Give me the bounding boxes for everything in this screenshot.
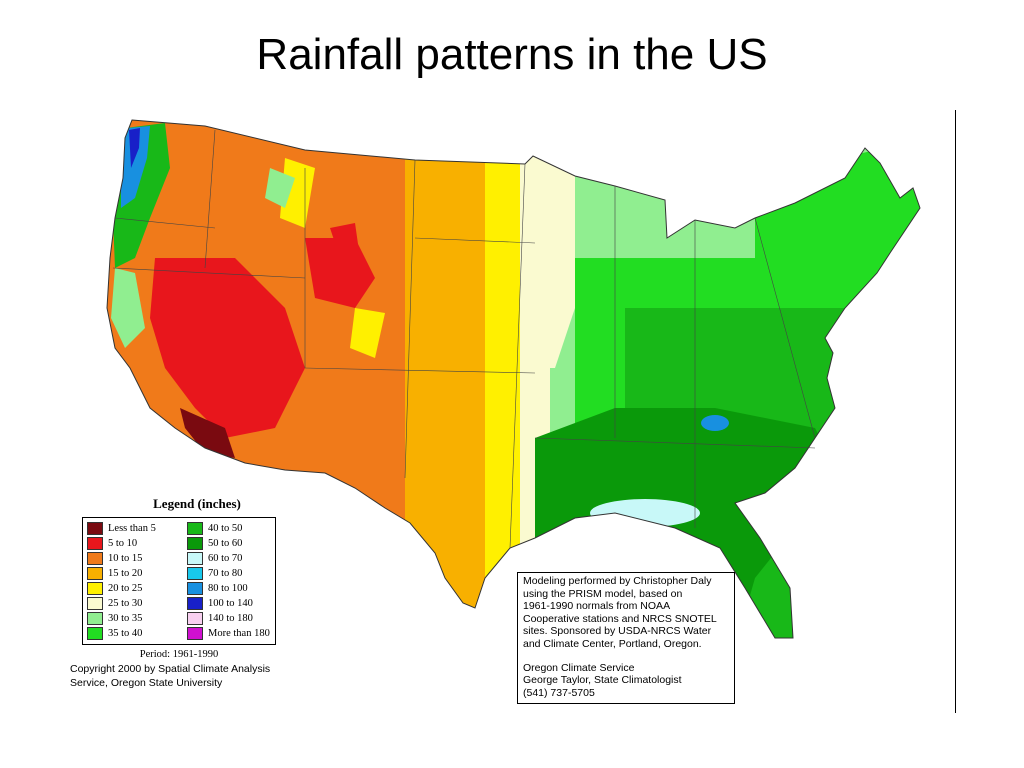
slide-divider — [955, 110, 956, 713]
legend-item: 140 to 180 — [187, 611, 297, 626]
zone-gulf-coast — [590, 499, 700, 527]
boundary-co-ks — [304, 367, 536, 374]
legend-label: 10 to 15 — [108, 553, 143, 564]
legend-swatch — [187, 597, 203, 610]
boundary-id-mt — [204, 129, 216, 269]
boundary-or-wa — [114, 217, 216, 229]
legend-title: Legend (inches) — [153, 496, 241, 511]
copyright-line-2: Service, Oregon State University — [70, 677, 223, 689]
legend-label: 15 to 20 — [108, 568, 143, 579]
legend-swatch — [187, 522, 203, 535]
legend-swatch — [187, 537, 203, 550]
legend-item: Less than 5 — [87, 521, 181, 536]
legend-item: 30 to 35 — [87, 611, 181, 626]
legend-label: 25 to 30 — [108, 598, 143, 609]
zone-mojave-dry — [180, 408, 235, 458]
credit-line: Cooperative stations and NRCS SNOTEL — [523, 612, 717, 625]
credit-line: Modeling performed by Christopher Daly — [523, 575, 712, 587]
boundary-southern-states — [534, 437, 816, 449]
copyright-line-1: Copyright 2000 by Spatial Climate Analys… — [70, 663, 271, 675]
legend-swatch — [87, 582, 103, 595]
legend-label: 140 to 180 — [208, 613, 253, 624]
legend-item: 25 to 30 — [87, 596, 181, 611]
legend-swatch — [87, 597, 103, 610]
legend-label: 30 to 35 — [108, 613, 143, 624]
legend-item: 70 to 80 — [187, 566, 297, 581]
legend-swatch — [187, 627, 203, 640]
legend-item: 15 to 20 — [87, 566, 181, 581]
legend-item: More than 180 — [187, 626, 297, 641]
legend-swatch — [87, 522, 103, 535]
legend-label: 5 to 10 — [108, 538, 138, 549]
legend-label: 35 to 40 — [108, 628, 143, 639]
legend-label: 100 to 140 — [208, 598, 253, 609]
zone-olympic-wet — [121, 126, 150, 208]
zone-great-basin — [150, 258, 305, 438]
copyright: Copyright 2000 by Spatial Climate Analys… — [70, 662, 270, 690]
legend-swatch — [187, 567, 203, 580]
legend-swatch — [187, 612, 203, 625]
legend-swatch — [87, 537, 103, 550]
credit-org-line: George Taylor, State Climatologist — [523, 674, 682, 687]
zone-bighorn-basin — [330, 223, 360, 258]
legend-swatch — [87, 627, 103, 640]
legend-item: 60 to 70 — [187, 551, 297, 566]
slide-title: Rainfall patterns in the US — [256, 30, 768, 79]
zone-norcal-coast — [111, 268, 145, 348]
credit-line: sites. Sponsored by USDA-NRCS Water — [523, 625, 712, 638]
zone-colorado-rockies — [350, 308, 385, 358]
legend-item: 80 to 100 — [187, 581, 297, 596]
legend-swatch — [87, 612, 103, 625]
zone-midwest-pale — [525, 158, 575, 368]
credit-line: 1961-1990 normals from NOAA — [523, 600, 671, 613]
legend-swatch — [187, 552, 203, 565]
legend-label: 50 to 60 — [208, 538, 243, 549]
legend-label: 20 to 25 — [108, 583, 143, 594]
legend-period: Period: 1961-1990 — [139, 649, 219, 660]
credit-org-line: Oregon Climate Service — [523, 661, 635, 674]
legend-label: 40 to 50 — [208, 523, 243, 534]
zone-northeast — [755, 148, 920, 308]
legend-swatch — [187, 582, 203, 595]
legend-label: Less than 5 — [108, 523, 156, 534]
legend-item: 5 to 10 — [87, 536, 181, 551]
boundary-sd-nd — [414, 237, 536, 244]
legend-item: 50 to 60 — [187, 536, 297, 551]
legend-label: 60 to 70 — [208, 553, 243, 564]
credit-line: and Climate Center, Portland, Oregon. — [523, 637, 702, 650]
zone-rocky-green — [265, 168, 295, 208]
legend-item: 20 to 25 — [87, 581, 181, 596]
precipitation-map — [55, 108, 960, 713]
legend-item: 35 to 40 — [87, 626, 181, 641]
us-map-graphic — [106, 119, 921, 639]
legend-label: More than 180 — [208, 628, 270, 639]
credit-line: using the PRISM model, based on — [523, 587, 683, 600]
zone-olympic-wettest — [129, 128, 140, 168]
boundary-plains-east — [509, 163, 526, 549]
legend-label: 70 to 80 — [208, 568, 243, 579]
legend-box: Less than 5 40 to 50 5 to 10 50 to 60 10 to … — [82, 517, 276, 645]
credit-org-line: (541) 737-5705 — [523, 686, 595, 699]
boundary-plains-west — [404, 159, 416, 479]
credit-box: Modeling performed by Christopher Daly u… — [517, 572, 735, 704]
legend-item: 40 to 50 — [187, 521, 297, 536]
boundary-nv-ut — [112, 267, 306, 279]
legend-swatch — [87, 552, 103, 565]
legend-item: 10 to 15 — [87, 551, 181, 566]
state-boundaries — [112, 129, 816, 549]
legend-swatch — [87, 567, 103, 580]
boundary-east — [754, 217, 816, 439]
legend-label: 80 to 100 — [208, 583, 248, 594]
zone-appalachian-wet — [701, 415, 729, 431]
legend: Legend (inches) Less than 5 40 to 50 5 to … — [82, 496, 312, 660]
legend-item: 100 to 140 — [187, 596, 297, 611]
